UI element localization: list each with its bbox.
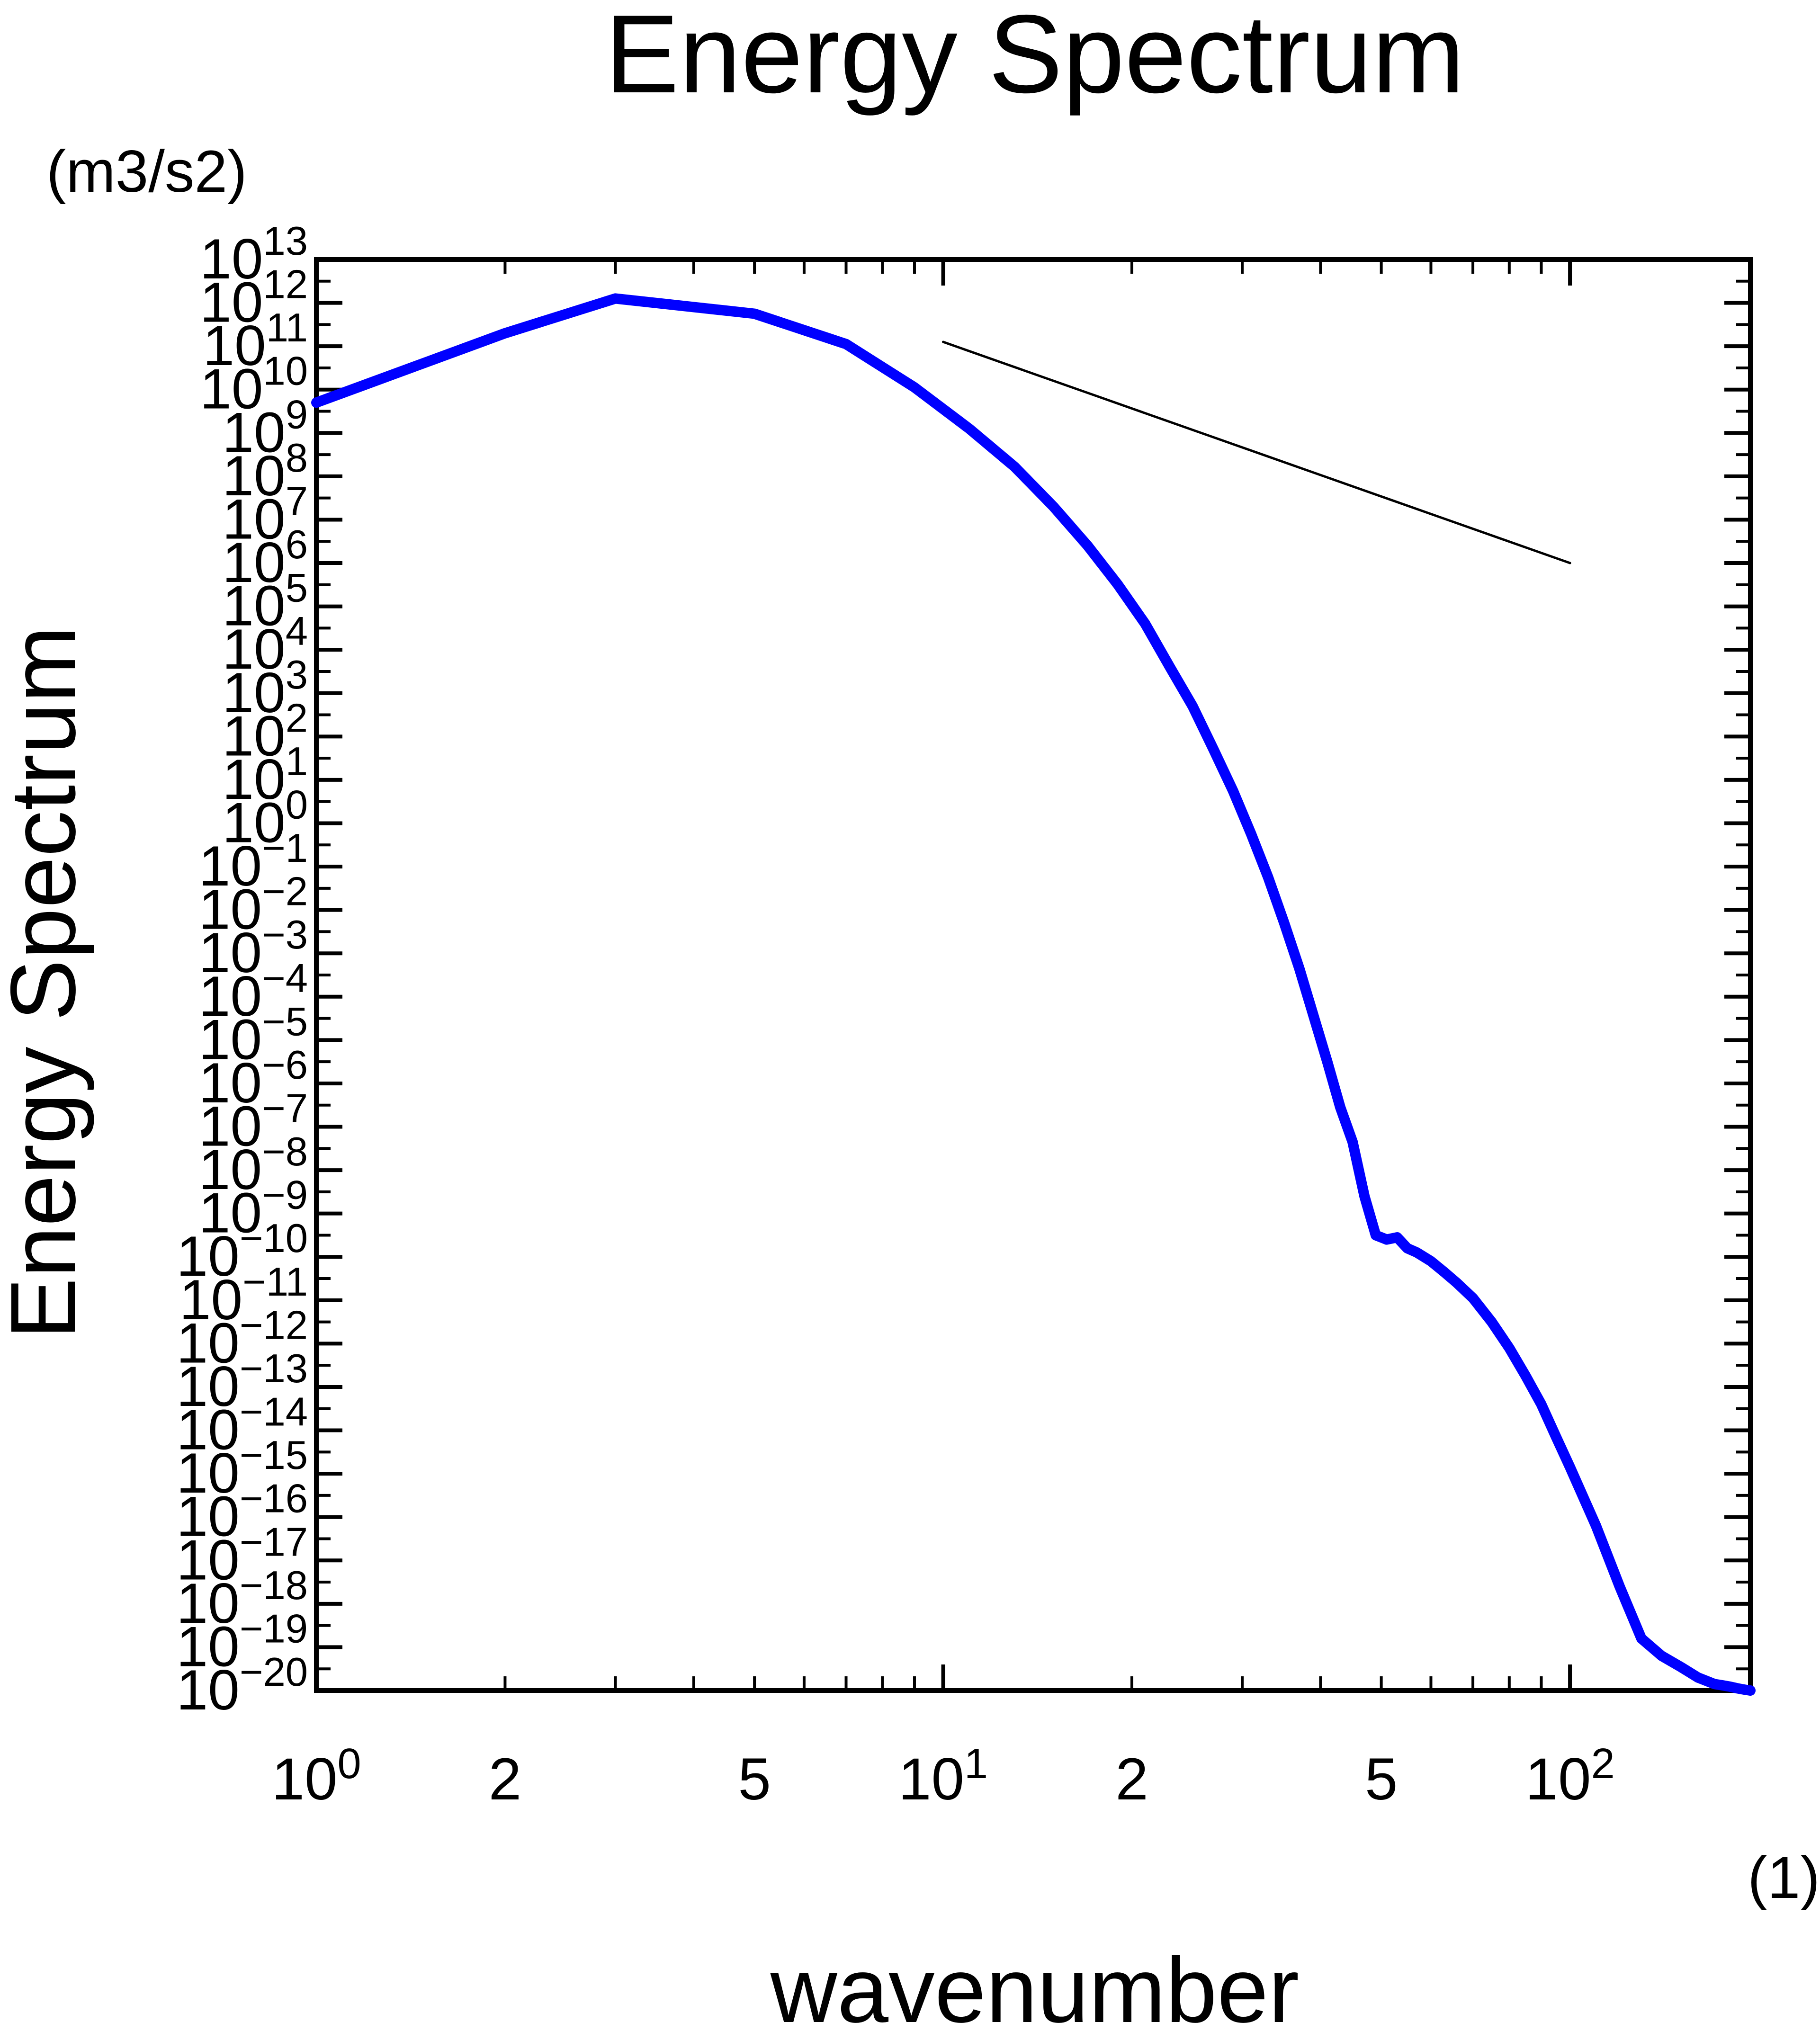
y-tick-label: 10−4 xyxy=(199,956,308,1028)
axis-ticks xyxy=(314,258,1750,1692)
y-tick-label: 10−14 xyxy=(176,1390,308,1462)
y-tick-label: 107 xyxy=(222,479,308,551)
y-tick-labels: 1013101210111010109108107106105104103102… xyxy=(176,219,308,1722)
y-tick-label: 10−18 xyxy=(176,1563,308,1635)
x-tick-label: 2 xyxy=(1115,1746,1148,1812)
x-tick-label: 5 xyxy=(738,1746,771,1812)
y-tick-label: 10−7 xyxy=(199,1086,308,1158)
y-tick-label: 10−8 xyxy=(199,1129,308,1201)
y-tick-label: 10−13 xyxy=(176,1346,308,1418)
y-tick-label: 106 xyxy=(222,522,308,594)
y-tick-label: 102 xyxy=(222,696,308,768)
y-tick-label: 10−15 xyxy=(176,1433,308,1505)
y-tick-label: 10−5 xyxy=(199,999,308,1071)
x-axis-units: (1) xyxy=(1748,1845,1820,1911)
y-tick-label: 10−6 xyxy=(199,1043,308,1115)
y-tick-label: 10−12 xyxy=(176,1303,308,1375)
y-axis-label: Energy Spectrum xyxy=(0,626,95,1340)
spectrum-line xyxy=(311,293,1756,1696)
y-tick-label: 1011 xyxy=(203,305,308,377)
y-tick-label: 104 xyxy=(222,609,308,681)
y-tick-label: 10−17 xyxy=(176,1520,308,1592)
y-tick-label: 101 xyxy=(222,739,308,811)
y-tick-label: 103 xyxy=(222,653,308,725)
y-tick-label: 10−20 xyxy=(176,1650,308,1722)
y-tick-label: 109 xyxy=(222,392,308,464)
y-tick-label: 10−19 xyxy=(176,1606,308,1678)
x-tick-labels: 100 2 5 101 2 5 102 xyxy=(271,1740,1614,1812)
y-tick-label: 10−9 xyxy=(199,1173,308,1245)
y-tick-label: 10−16 xyxy=(176,1476,308,1548)
y-tick-label: 1012 xyxy=(200,262,308,334)
y-tick-label: 10−2 xyxy=(199,869,308,941)
y-tick-label: 105 xyxy=(222,566,308,638)
y-tick-label: 10−1 xyxy=(199,826,308,898)
y-tick-label: 10−3 xyxy=(199,913,308,984)
data-series xyxy=(311,293,1756,1696)
x-tick-label: 101 xyxy=(898,1740,988,1812)
x-tick-label: 5 xyxy=(1365,1746,1398,1812)
x-tick-label: 100 xyxy=(271,1740,361,1812)
y-tick-label: 1013 xyxy=(200,219,308,291)
y-tick-label: 100 xyxy=(222,782,308,854)
x-tick-label: 102 xyxy=(1525,1740,1615,1812)
x-tick-label: 2 xyxy=(489,1746,522,1812)
y-tick-label: 1010 xyxy=(200,349,308,421)
y-tick-label: 10−11 xyxy=(179,1260,308,1332)
y-tick-label: 108 xyxy=(222,436,308,508)
y-tick-label: 10−10 xyxy=(176,1216,308,1288)
reference-slope-line xyxy=(942,340,1571,564)
y-axis-units: (m3/s2) xyxy=(46,139,247,205)
plot-frame xyxy=(314,257,1753,1693)
chart-title: Energy Spectrum xyxy=(605,0,1465,116)
x-axis-label: wavenumber xyxy=(770,1939,1299,2031)
